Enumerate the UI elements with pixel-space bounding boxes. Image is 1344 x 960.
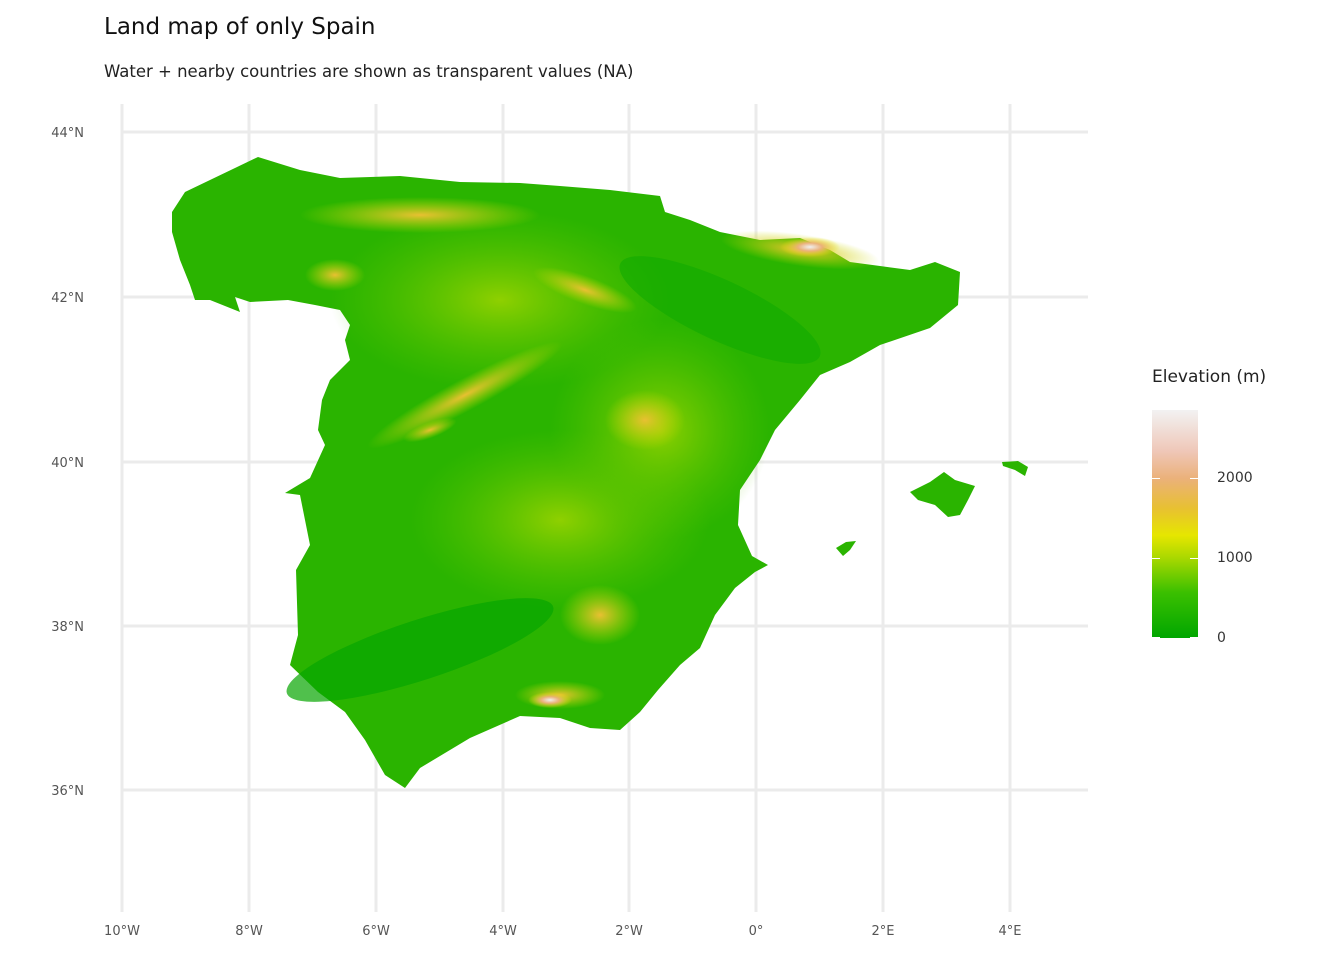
betic-east <box>560 585 640 645</box>
lat-tick-label: 40°N <box>51 456 84 471</box>
lat-tick-label: 36°N <box>51 784 84 799</box>
lon-tick-label: 8°W <box>235 924 263 939</box>
balearic-islands <box>836 461 1028 556</box>
legend-label: 0 <box>1217 630 1226 646</box>
legend-tick-left <box>1152 637 1160 638</box>
cantabrian-range <box>300 197 540 233</box>
lon-tick-label: 2°E <box>872 924 895 939</box>
spain-mainland <box>172 157 960 788</box>
lon-tick-label: 10°W <box>104 924 140 939</box>
montes-leon <box>305 259 365 291</box>
map-title: Land map of only Spain <box>104 14 376 40</box>
legend-colorbar <box>1152 410 1198 638</box>
lat-tick-label: 44°N <box>51 126 84 141</box>
legend-tick-right <box>1190 478 1198 479</box>
lat-tick-label: 42°N <box>51 291 84 306</box>
legend-label: 2000 <box>1217 470 1253 486</box>
lon-tick-label: 4°W <box>489 924 517 939</box>
sierra-nevada-peak <box>528 692 572 708</box>
mallorca-shape <box>910 472 975 517</box>
sistema-central <box>367 341 563 449</box>
pyrenees-peaks <box>780 237 840 257</box>
legend-tick-right <box>1190 558 1198 559</box>
legend-title: Elevation (m) <box>1152 367 1267 387</box>
lon-tick-label: 2°W <box>615 924 643 939</box>
menorca-shape <box>1002 461 1028 476</box>
lon-tick-label: 4°E <box>999 924 1022 939</box>
iberico-north <box>533 267 637 313</box>
sistema-iberico <box>605 390 685 450</box>
legend-tick-left <box>1152 478 1160 479</box>
gredos-peak <box>403 417 457 443</box>
lon-axis: 10°W 8°W 6°W 4°W 2°W 0° 2°E 4°E <box>104 924 1021 939</box>
meseta-north <box>330 210 670 390</box>
guadalquivir-valley <box>286 598 554 702</box>
lat-tick-label: 38°N <box>51 620 84 635</box>
lat-axis: 44°N 42°N 40°N 38°N 36°N <box>51 126 84 799</box>
ibiza-shape <box>836 541 856 556</box>
lon-tick-label: 6°W <box>362 924 390 939</box>
legend-tick-left <box>1152 558 1160 559</box>
ebro-valley <box>619 256 821 364</box>
map-subtitle: Water + nearby countries are shown as tr… <box>104 62 634 81</box>
legend-label: 1000 <box>1217 550 1253 566</box>
legend-tick-right <box>1190 637 1198 638</box>
lon-tick-label: 0° <box>749 924 764 939</box>
